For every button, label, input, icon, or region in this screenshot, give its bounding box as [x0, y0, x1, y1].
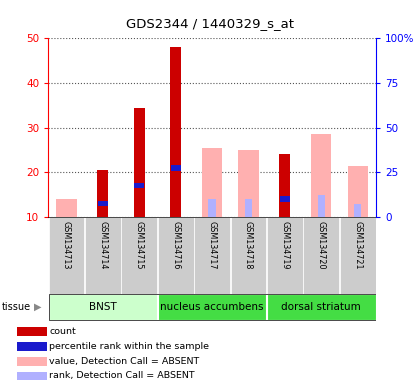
Text: GSM134720: GSM134720	[317, 221, 326, 269]
Text: GSM134716: GSM134716	[171, 221, 180, 269]
Bar	[311, 134, 331, 217]
Bar	[16, 357, 47, 366]
Text: GDS2344 / 1440329_s_at: GDS2344 / 1440329_s_at	[126, 17, 294, 30]
Bar	[158, 294, 266, 320]
Bar	[158, 217, 194, 294]
Text: count: count	[49, 327, 76, 336]
Bar	[16, 372, 47, 381]
Text: GSM134715: GSM134715	[135, 221, 144, 269]
Bar	[16, 327, 47, 336]
Text: GSM134719: GSM134719	[281, 221, 289, 269]
Text: value, Detection Call = ABSENT: value, Detection Call = ABSENT	[49, 357, 200, 366]
Bar	[171, 165, 181, 170]
Bar	[245, 199, 252, 217]
Text: ▶: ▶	[34, 302, 42, 312]
Text: dorsal striatum: dorsal striatum	[281, 302, 361, 312]
Bar	[280, 197, 290, 202]
Bar	[231, 217, 266, 294]
Bar	[134, 108, 145, 217]
Bar	[57, 199, 76, 217]
Bar	[348, 166, 368, 217]
Text: GSM134721: GSM134721	[353, 221, 362, 269]
Text: GSM134718: GSM134718	[244, 221, 253, 269]
Bar	[49, 217, 84, 294]
Bar	[354, 204, 361, 217]
Bar	[208, 199, 216, 217]
Bar	[304, 217, 339, 294]
Text: tissue: tissue	[2, 302, 31, 312]
Text: GSM134717: GSM134717	[207, 221, 217, 269]
Bar	[49, 294, 157, 320]
Text: GSM134714: GSM134714	[98, 221, 108, 269]
Bar	[98, 201, 108, 206]
Bar	[340, 217, 375, 294]
Bar	[279, 154, 290, 217]
Bar	[202, 148, 222, 217]
Bar	[239, 150, 259, 217]
Text: GSM134713: GSM134713	[62, 221, 71, 269]
Bar	[194, 217, 230, 294]
Bar	[97, 170, 108, 217]
Bar	[134, 183, 144, 189]
Text: rank, Detection Call = ABSENT: rank, Detection Call = ABSENT	[49, 371, 195, 381]
Bar	[267, 217, 303, 294]
Bar	[318, 195, 325, 217]
Bar	[121, 217, 157, 294]
Bar	[170, 47, 181, 217]
Bar	[85, 217, 121, 294]
Text: BNST: BNST	[89, 302, 117, 312]
Text: nucleus accumbens: nucleus accumbens	[160, 302, 264, 312]
Text: percentile rank within the sample: percentile rank within the sample	[49, 342, 209, 351]
Bar	[16, 342, 47, 351]
Bar	[267, 294, 375, 320]
